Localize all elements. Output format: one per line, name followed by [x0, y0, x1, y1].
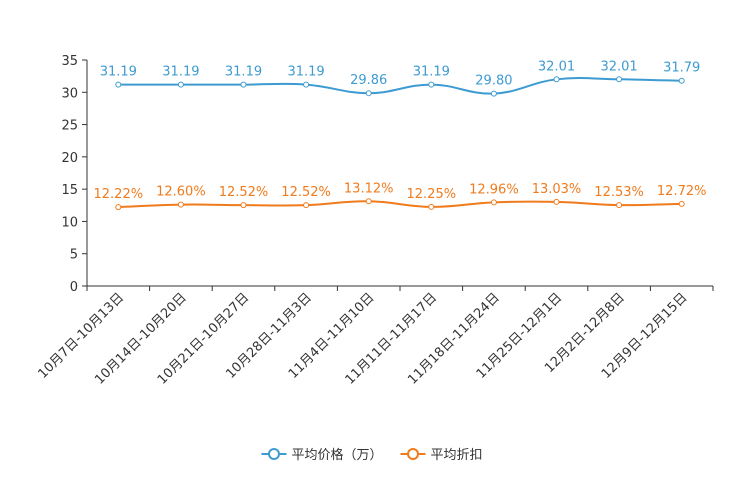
data-point[interactable] [303, 81, 310, 88]
data-label: 29.86 [350, 73, 387, 88]
data-point[interactable] [490, 199, 497, 206]
data-label: 12.52% [219, 185, 269, 200]
data-point[interactable] [240, 81, 247, 88]
legend-item-2[interactable]: 平均折扣 [400, 448, 483, 463]
y-tick-label: 10 [61, 215, 78, 230]
data-point[interactable] [428, 81, 435, 88]
series-1: 31.19 31.19 31.19 31.19 29.86 31.19 29.80 32.01… [100, 59, 700, 97]
data-label: 12.60% [156, 185, 206, 200]
legend-item-1[interactable]: 平均价格（万） [261, 447, 383, 463]
data-point[interactable] [490, 90, 497, 97]
data-point[interactable] [177, 201, 184, 208]
legend-swatch-marker [407, 448, 419, 460]
y-tick-label: 35 [61, 54, 78, 69]
data-point[interactable] [115, 81, 122, 88]
data-point[interactable] [553, 76, 560, 83]
data-label: 31.19 [287, 65, 324, 80]
y-tick-label: 20 [61, 151, 78, 166]
legend[interactable]: 平均价格（万） 平均折扣 [261, 447, 483, 463]
data-label: 29.80 [475, 74, 512, 89]
legend-swatch-marker [267, 448, 280, 460]
data-label: 12.52% [281, 185, 331, 200]
data-point[interactable] [616, 76, 623, 83]
data-point[interactable] [428, 203, 435, 210]
data-label: 12.22% [94, 187, 144, 202]
y-tick-label: 30 [61, 86, 78, 101]
data-label: 31.19 [162, 65, 199, 80]
data-point[interactable] [616, 202, 623, 209]
data-point[interactable] [365, 198, 372, 205]
data-label: 31.19 [100, 65, 137, 80]
data-point[interactable] [115, 204, 122, 211]
data-label: 32.01 [538, 59, 575, 74]
data-point[interactable] [553, 198, 560, 205]
data-label: 13.03% [532, 182, 582, 197]
data-point[interactable] [240, 202, 247, 209]
y-tick-label: 15 [61, 183, 78, 198]
y-tick-label: 5 [70, 248, 78, 263]
axes: 0510152025303510月7日-10月13日10月14日-10月20日1… [35, 54, 714, 388]
data-point[interactable] [303, 202, 310, 209]
data-point[interactable] [365, 90, 372, 97]
legend-label: 平均价格（万） [291, 447, 382, 463]
data-point[interactable] [678, 77, 685, 84]
data-label: 12.25% [407, 187, 457, 202]
data-label: 12.72% [657, 184, 707, 199]
y-tick-label: 0 [70, 280, 78, 295]
series-2: 12.22% 12.60% 12.52% 12.52% 13.12% 12.25% 12.9… [94, 181, 707, 211]
data-label: 12.96% [469, 182, 519, 197]
data-point[interactable] [177, 81, 184, 88]
data-label: 13.12% [344, 181, 394, 196]
data-label: 31.19 [413, 65, 450, 80]
data-point[interactable] [678, 200, 685, 207]
data-label: 12.53% [594, 185, 644, 200]
data-label: 31.79 [663, 61, 700, 76]
series-layer: 31.19 31.19 31.19 31.19 29.86 31.19 29.80 32.01… [94, 59, 707, 211]
data-label: 32.01 [600, 59, 637, 74]
series-line [118, 76, 682, 95]
legend-label: 平均折扣 [431, 448, 483, 463]
series-line [118, 200, 682, 209]
data-label: 31.19 [225, 65, 262, 80]
y-tick-label: 25 [61, 119, 78, 134]
